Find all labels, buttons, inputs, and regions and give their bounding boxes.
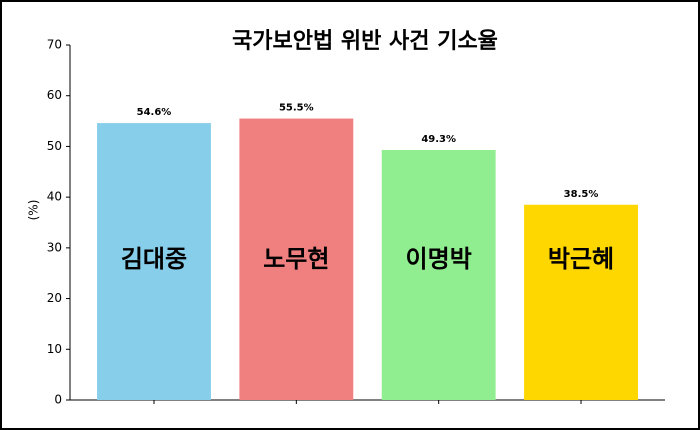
value-label: 54.6% xyxy=(137,107,172,118)
y-tick-label: 10 xyxy=(47,342,62,356)
bar xyxy=(524,204,638,400)
bar xyxy=(239,118,354,401)
y-tick-label: 50 xyxy=(47,139,62,153)
chart-title: 국가보안법 위반 사건 기소율 xyxy=(232,29,498,54)
value-label: 49.3% xyxy=(421,134,456,145)
y-tick-label: 70 xyxy=(47,38,62,52)
category-label: 김대중 xyxy=(121,245,187,273)
y-tick-label: 30 xyxy=(47,240,62,254)
category-label: 박근혜 xyxy=(548,245,614,273)
category-label: 노무현 xyxy=(263,245,329,273)
value-label: 38.5% xyxy=(564,189,599,200)
y-tick-label: 20 xyxy=(47,291,62,305)
bar xyxy=(381,149,496,400)
bar xyxy=(97,123,211,400)
category-label: 이명박 xyxy=(406,245,472,273)
y-tick-label: 40 xyxy=(47,190,62,204)
y-tick-label: 60 xyxy=(47,88,62,102)
value-label: 55.5% xyxy=(279,103,314,114)
y-axis-label: (%) xyxy=(27,200,41,221)
y-tick-label: 0 xyxy=(54,393,62,407)
